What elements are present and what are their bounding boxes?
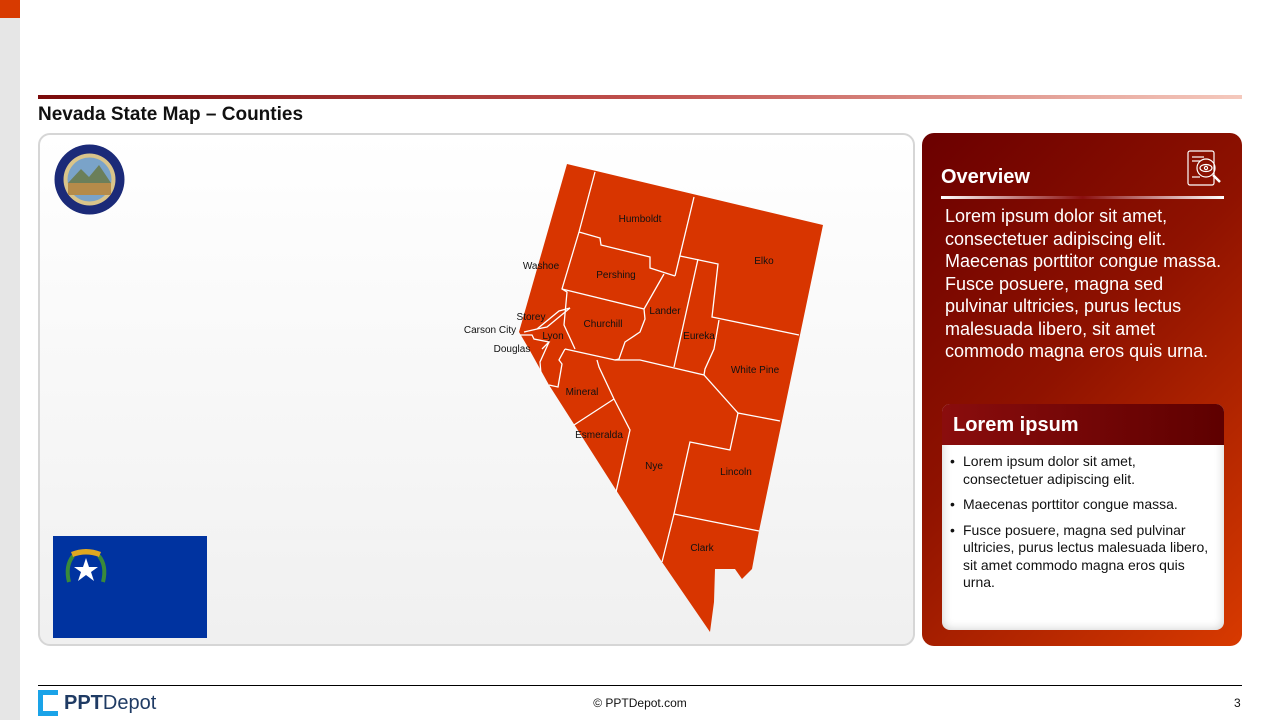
county-label-nye: Nye bbox=[645, 461, 663, 472]
bullet-item: Fusce posuere, magna sed pulvinar ultric… bbox=[950, 522, 1214, 592]
county-label-douglas: Douglas bbox=[494, 344, 531, 355]
county-label-mineral: Mineral bbox=[566, 387, 599, 398]
nevada-flag bbox=[53, 536, 207, 638]
page-title: Nevada State Map – Counties bbox=[38, 104, 304, 125]
flag-star-emblem-icon bbox=[65, 549, 107, 583]
left-sidebar-strip bbox=[0, 0, 20, 720]
boundary-carson-city bbox=[520, 334, 551, 350]
boundary-storey-lyon bbox=[523, 307, 571, 333]
county-label-eureka: Eureka bbox=[683, 331, 715, 342]
boundary-humboldt-elko bbox=[674, 196, 695, 277]
logo-text-bold: PPT bbox=[64, 691, 103, 714]
county-label-elko: Elko bbox=[754, 256, 774, 267]
header-gradient-line bbox=[38, 95, 1242, 99]
boundary-nye-clark bbox=[661, 513, 675, 563]
card-bullet-list: Lorem ipsum dolor sit amet, consectetuer… bbox=[942, 445, 1224, 592]
boundary-eureka-whitepine bbox=[703, 319, 720, 376]
logo-bracket-icon bbox=[38, 690, 58, 716]
map-panel: Humboldt Elko Washoe Pershing Storey Car… bbox=[38, 133, 915, 646]
boundary-douglas-lyon bbox=[539, 341, 550, 375]
nevada-seal bbox=[54, 144, 125, 215]
lorem-card: Lorem ipsum Lorem ipsum dolor sit amet, … bbox=[942, 404, 1224, 630]
logo-text-light: Depot bbox=[102, 691, 157, 714]
county-label-storey: Storey bbox=[517, 312, 546, 323]
boundary-pershing-lander bbox=[614, 273, 665, 361]
county-label-white-pine: White Pine bbox=[731, 365, 780, 376]
document-search-eye-icon bbox=[1187, 150, 1221, 186]
overview-body: Lorem ipsum dolor sit amet, consectetuer… bbox=[945, 206, 1222, 361]
copyright: © PPTDepot.com bbox=[593, 696, 687, 710]
boundary-humboldt-pershing bbox=[578, 231, 676, 277]
nevada-county-map: Humboldt Elko Washoe Pershing Storey Car… bbox=[464, 164, 823, 632]
boundary-lander-elko bbox=[679, 255, 800, 336]
county-label-clark: Clark bbox=[690, 543, 714, 554]
county-label-churchill: Churchill bbox=[584, 319, 623, 330]
page-number: 3 bbox=[1234, 696, 1241, 710]
bullet-item: Maecenas porttitor congue massa. bbox=[950, 496, 1214, 514]
county-label-pershing: Pershing bbox=[596, 270, 635, 281]
boundary-nye-lincoln bbox=[673, 412, 760, 532]
footer-divider bbox=[38, 685, 1242, 686]
card-title: Lorem ipsum bbox=[942, 404, 1224, 445]
boundary-nye-north bbox=[564, 348, 781, 422]
boundary-mineral-lyon bbox=[548, 348, 566, 388]
overview-divider bbox=[941, 196, 1224, 199]
accent-square bbox=[0, 0, 20, 18]
bullet-item: Lorem ipsum dolor sit amet, consectetuer… bbox=[950, 453, 1214, 488]
overview-panel: Overview Lorem ipsum dolor sit amet, con… bbox=[922, 133, 1242, 646]
county-label-carson-city: Carson City bbox=[464, 325, 516, 336]
boundary-washoe-humboldt bbox=[561, 171, 596, 350]
pptdepot-logo: PPT Depot bbox=[38, 690, 156, 716]
county-label-esmeralda: Esmeralda bbox=[575, 430, 623, 441]
county-label-lander: Lander bbox=[649, 306, 681, 317]
boundary-mineral-esmeralda bbox=[573, 398, 615, 426]
county-label-lincoln: Lincoln bbox=[720, 467, 752, 478]
boundary-lander-eureka bbox=[673, 258, 699, 368]
county-label-lyon: Lyon bbox=[542, 331, 563, 342]
boundary-storey bbox=[536, 307, 571, 330]
county-label-washoe: Washoe bbox=[523, 261, 560, 272]
nevada-state-shape[interactable] bbox=[519, 164, 823, 632]
overview-title: Overview bbox=[941, 166, 1030, 188]
county-label-humboldt: Humboldt bbox=[619, 214, 662, 225]
boundary-pershing-churchill bbox=[561, 288, 645, 310]
